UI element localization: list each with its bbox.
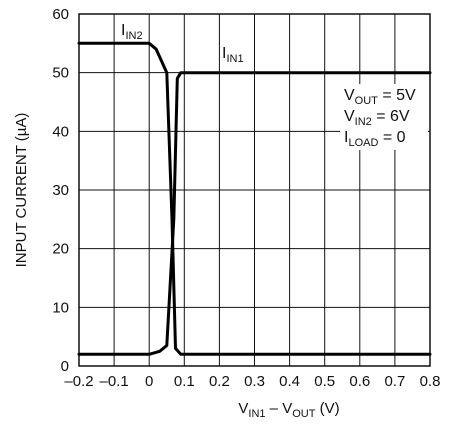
series-label-iin2: IIN2: [121, 22, 143, 42]
series-label-iin1: IIN1: [222, 45, 244, 65]
series-label-iin1-main: I: [222, 45, 226, 62]
y-tick-label: 40: [52, 123, 69, 140]
annotation-vout: VOUT = 5V: [344, 87, 416, 107]
grid: [79, 14, 430, 366]
y-tick-label: 10: [52, 299, 69, 316]
series-label-iin2-sub: IN2: [125, 30, 142, 42]
series-line-iin1: [77, 71, 432, 356]
x-tick-label: 0.7: [384, 373, 405, 390]
annotation-iload: ILOAD = 0: [344, 129, 406, 149]
series-line-iin2: [77, 41, 432, 356]
x-tick-label: 0.5: [314, 373, 335, 390]
axis-ticks: –0.2 –0.1 0 0.1 0.2 0.3 0.4 0.5 0.6 0.7 0.8 0 10 20 30…: [52, 6, 440, 390]
x-tick-label: –0.1: [99, 373, 128, 390]
series-label-iin1-sub: IN1: [226, 53, 243, 65]
conditions-annotation: VOUT = 5V VIN2 = 6V ILOAD = 0: [340, 84, 428, 150]
y-axis-label: INPUT CURRENT (µA): [13, 113, 30, 268]
x-tick-label: 0.1: [174, 373, 195, 390]
y-tick-label: 30: [52, 182, 69, 199]
y-tick-label: 20: [52, 241, 69, 258]
plot-frame: [78, 13, 431, 367]
x-tick-label: 0: [145, 373, 153, 390]
x-tick-label: –0.2: [64, 373, 93, 390]
series-lines: [77, 41, 432, 356]
y-tick-label: 0: [61, 358, 69, 375]
series-label-iin2-main: I: [121, 22, 125, 39]
x-tick-label: 0.6: [349, 373, 370, 390]
x-tick-label: 0.8: [420, 373, 441, 390]
y-tick-label: 60: [52, 6, 69, 23]
x-axis-label: VIN1 – VOUT (V): [238, 400, 339, 420]
x-tick-label: 0.3: [244, 373, 265, 390]
y-tick-label: 50: [52, 65, 69, 82]
x-tick-label: 0.4: [279, 373, 300, 390]
x-tick-label: 0.2: [209, 373, 230, 390]
annotation-vin2: VIN2 = 6V: [344, 108, 410, 128]
